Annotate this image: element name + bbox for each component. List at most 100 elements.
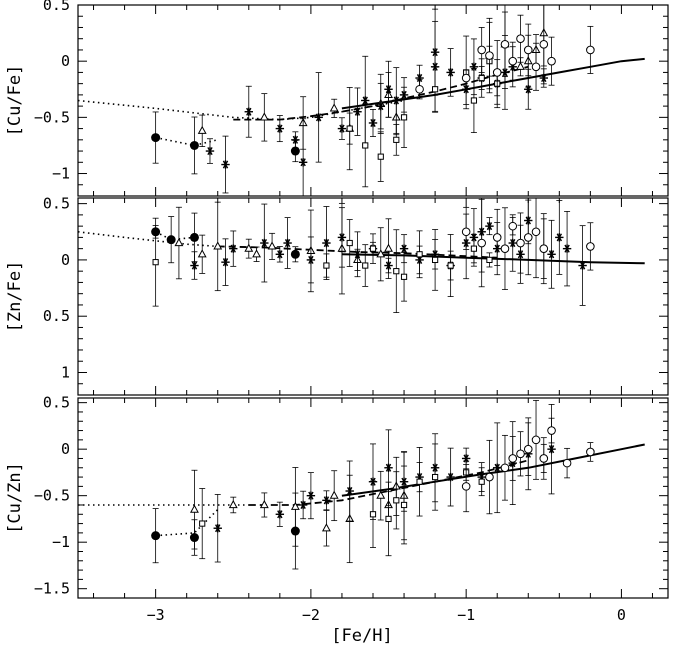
y-axis-label: [Cu/Zn] (5, 462, 25, 534)
plot-frame (77, 4, 669, 197)
data-point-asterisk (392, 96, 401, 105)
data-point-open-square (393, 136, 400, 143)
data-point-asterisk (337, 124, 347, 133)
data-point-open-square (152, 259, 159, 266)
data-point-filled-circle (290, 146, 300, 156)
data-point-open-square (470, 97, 478, 104)
data-point-open-circle (508, 454, 518, 463)
data-point-open-triangle (174, 237, 184, 247)
data-point-asterisk (275, 124, 285, 133)
data-point-open-circle (539, 454, 549, 463)
data-point-asterisk (205, 146, 215, 156)
data-point-open-square (432, 473, 439, 481)
data-point-asterisk (229, 244, 238, 253)
data-point-open-square (369, 511, 377, 518)
data-point-asterisk (353, 107, 362, 116)
data-point-asterisk (306, 491, 316, 500)
data-point-open-square (393, 268, 400, 275)
data-point-open-circle (562, 458, 572, 468)
data-point-open-square (432, 256, 439, 264)
data-point-open-circle (547, 56, 556, 66)
data-point-open-circle (415, 84, 424, 94)
data-point-open-square (432, 86, 439, 93)
data-point-filled-circle (189, 140, 199, 150)
data-point-open-triangle (329, 490, 339, 499)
data-point-asterisk (368, 118, 378, 128)
data-point-open-circle (500, 463, 510, 473)
data-point-asterisk (384, 85, 393, 94)
data-point-open-circle (547, 426, 556, 435)
panel-3: 0.5 0 −0.5 −1 −1.5 −3 −2 −1 0 [Cu/Zn] (5, 394, 669, 624)
y-tick-label: 0 (61, 52, 70, 70)
data-point-open-circle (461, 482, 471, 491)
data-point-asterisk (493, 463, 502, 472)
data-point-open-square (478, 74, 485, 82)
data-point-open-triangle (259, 499, 269, 509)
data-point-open-square (362, 262, 369, 269)
plot-area (78, 5, 645, 196)
data-point-open-triangle (384, 243, 393, 252)
panel-2: 0.5 0 0.5 1 [Zn/Fe] (5, 195, 669, 396)
data-point-asterisk (446, 472, 455, 482)
data-point-open-square (199, 520, 206, 527)
data-point-asterisk (275, 510, 285, 519)
data-point-asterisk (190, 261, 199, 270)
data-point-open-circle (516, 238, 525, 248)
data-point-open-circle (492, 68, 502, 77)
x-axis-label: [Fe/H] (331, 626, 392, 646)
data-point-asterisk (221, 160, 230, 169)
data-point-asterisk (384, 463, 393, 472)
data-point-open-square (400, 114, 408, 121)
data-point-open-triangle (376, 249, 386, 258)
data-point-open-triangle (197, 125, 207, 134)
y-tick-label: 0 (61, 440, 70, 458)
data-point-asterisk (260, 238, 269, 248)
data-point-asterisk (446, 68, 455, 77)
data-point-open-circle (500, 244, 510, 253)
data-point-open-square (470, 245, 478, 252)
data-point-asterisk (345, 486, 354, 496)
data-point-open-triangle (321, 523, 331, 532)
data-point-asterisk (508, 238, 517, 248)
data-point-open-circle (485, 472, 494, 482)
data-point-open-triangle (329, 103, 339, 112)
data-point-open-triangle (228, 499, 238, 509)
data-point-asterisk (353, 250, 362, 259)
data-point-open-circle (523, 444, 533, 454)
data-point-open-triangle (516, 61, 525, 70)
plot-area (78, 198, 645, 314)
model-curve-dotted (78, 231, 218, 248)
data-point-asterisk (283, 238, 292, 248)
data-point-asterisk (376, 101, 385, 111)
data-point-open-triangle (213, 241, 223, 250)
data-point-open-circle (586, 242, 595, 251)
x-tick-label: 0 (617, 606, 626, 624)
y-tick-label: −1.5 (34, 580, 70, 598)
y-tick-label: 0.5 (43, 307, 70, 325)
data-point-asterisk (275, 250, 285, 259)
data-point-filled-circle (189, 232, 199, 242)
data-point-open-triangle (244, 243, 254, 252)
data-point-open-square (416, 478, 423, 485)
data-point-open-circle (531, 227, 541, 237)
data-point-open-square (400, 501, 408, 509)
data-point-open-circle (500, 40, 510, 49)
data-point-asterisk (314, 113, 323, 122)
data-point-asterisk (337, 233, 347, 242)
data-point-open-circle (508, 221, 518, 231)
y-tick-label: 0.5 (43, 394, 70, 412)
data-point-asterisk (578, 261, 587, 270)
data-point-open-circle (477, 45, 486, 55)
data-point-asterisk (555, 233, 564, 242)
data-point-open-square (377, 153, 384, 160)
data-point-asterisk (361, 96, 370, 105)
data-point-open-circle (461, 73, 471, 83)
data-point-open-circle (485, 51, 494, 60)
data-point-asterisk (562, 244, 572, 253)
y-tick-label: 1 (61, 363, 70, 381)
data-point-asterisk (322, 496, 331, 505)
data-point-asterisk (291, 135, 300, 145)
data-point-open-square (486, 256, 493, 264)
data-point-open-circle (539, 244, 549, 253)
